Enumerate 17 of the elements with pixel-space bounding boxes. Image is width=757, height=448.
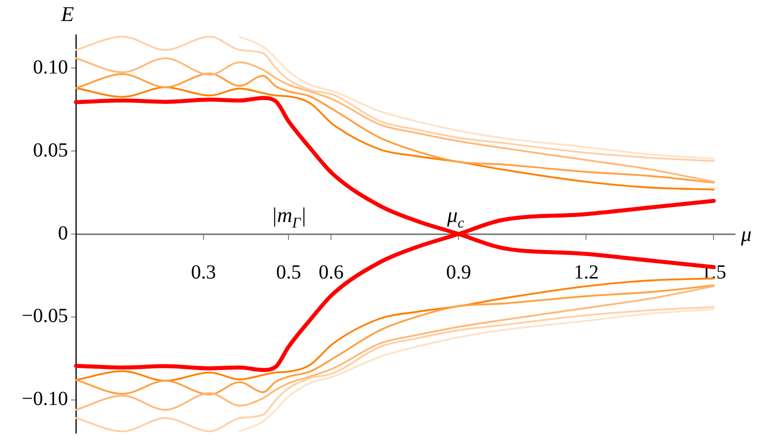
y-tick-label: −0.10 [22,388,68,410]
x-tick-label: 0.9 [446,261,472,284]
y-axis-title: E [60,2,74,26]
x-tick-label: 1.2 [574,261,599,284]
x-axis-title: μ [740,222,752,246]
y-tick-label: 0.10 [33,56,68,78]
line-series [75,86,715,190]
y-tick-label: 0 [58,222,68,244]
line-series [238,36,715,160]
y-tick-label: −0.05 [22,305,68,328]
line-series [75,36,715,162]
line-series [75,306,715,432]
x-tick-label: 0.3 [191,261,216,284]
line-series [238,308,715,432]
y-tick-label: 0.05 [33,139,68,162]
x-tick-label: 0.6 [318,261,344,284]
x-tick-label: 0.5 [276,261,302,284]
